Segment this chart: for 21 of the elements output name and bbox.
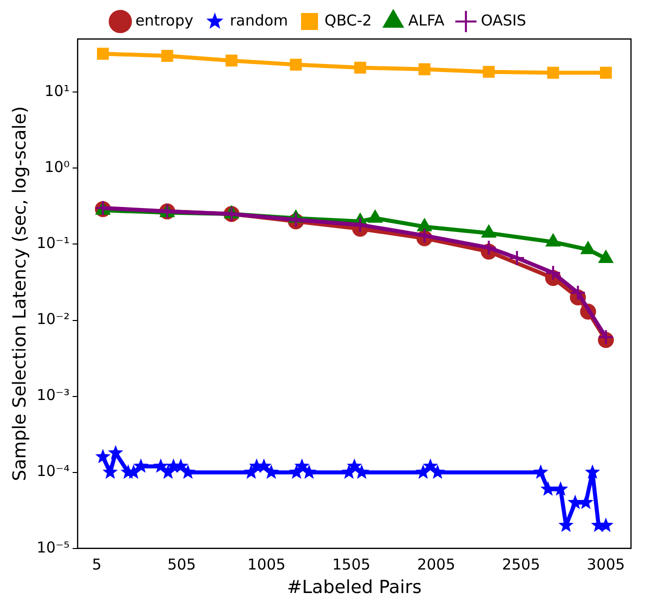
- x-tick-label: 505: [167, 555, 196, 574]
- x-tick-label: 2005: [417, 555, 456, 574]
- y-tick-label: 10⁻²: [36, 310, 70, 328]
- x-tick-label: 1505: [332, 555, 370, 574]
- x-axis-title: #Labeled Pairs: [286, 576, 422, 598]
- legend-label: random: [230, 11, 288, 30]
- legend-label: QBC-2: [324, 11, 372, 30]
- y-tick-label: 10⁻³: [36, 386, 70, 404]
- y-tick-label: 10⁻¹: [36, 234, 70, 252]
- legend-label: OASIS: [480, 11, 526, 30]
- legend-label: ALFA: [408, 11, 446, 30]
- y-axis-title: Sample Selection Latency (sec, log-scale): [9, 106, 30, 482]
- x-tick-label: 3005: [586, 555, 625, 574]
- x-tick-label: 1005: [247, 555, 286, 574]
- y-tick-label: 10⁰: [44, 158, 70, 176]
- legend-label: entropy: [135, 11, 194, 30]
- x-tick-label: 2505: [502, 555, 540, 574]
- y-tick-label: 10⁻⁵: [36, 538, 70, 556]
- x-tick-label: 5: [92, 555, 102, 574]
- y-tick-label: 10⁻⁴: [36, 462, 70, 480]
- y-tick-label: 10¹: [44, 82, 70, 100]
